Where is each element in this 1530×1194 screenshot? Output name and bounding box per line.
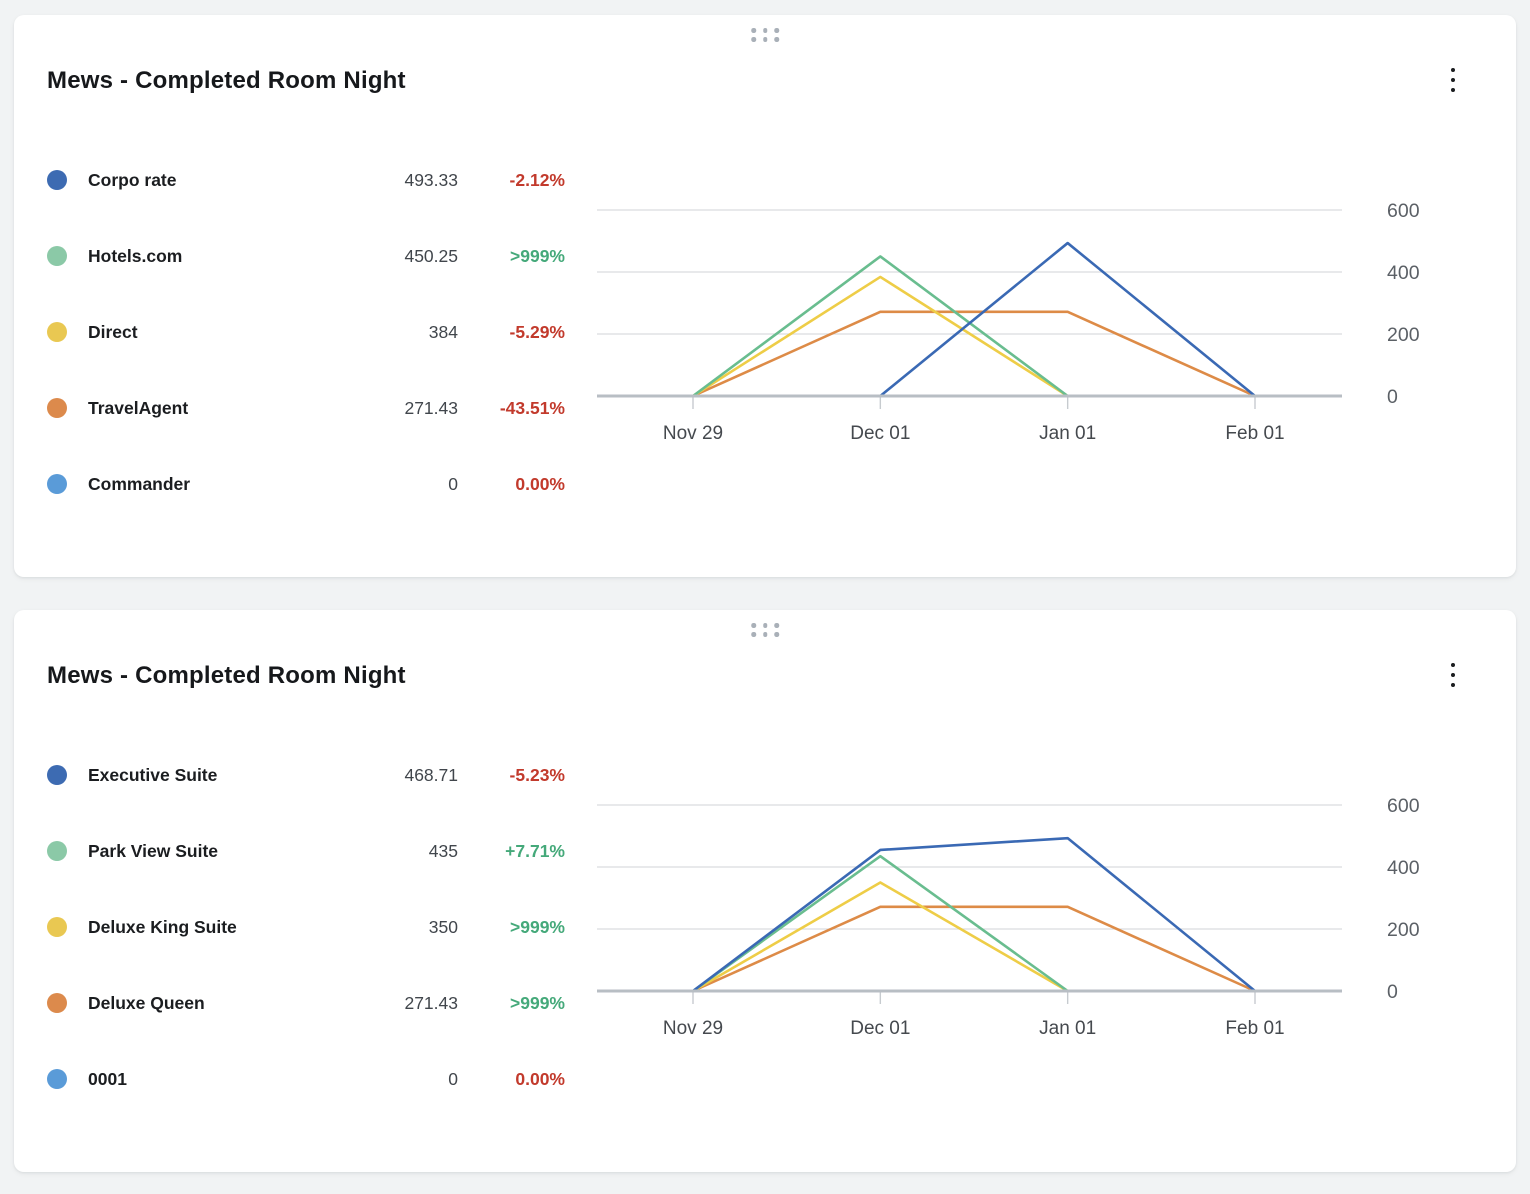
svg-text:400: 400 (1387, 857, 1420, 879)
series-color-dot (47, 841, 67, 861)
series-color-dot (47, 170, 67, 190)
legend-item-value: 0 (448, 1068, 458, 1089)
legend-item[interactable]: Corpo rate 493.33 -2.12% (47, 165, 565, 195)
legend-item-label: Corpo rate (88, 169, 177, 190)
svg-text:Feb 01: Feb 01 (1225, 423, 1284, 444)
card-title: Mews - Completed Room Night (47, 67, 406, 94)
legend-item-value: 271.43 (404, 397, 458, 418)
series-color-dot (47, 398, 67, 418)
svg-text:0: 0 (1387, 981, 1398, 1003)
legend-item-percent: >999% (510, 916, 565, 937)
legend-item-value: 468.71 (404, 764, 458, 785)
chart-card: Mews - Completed Room Night Executive Su… (14, 610, 1516, 1172)
kebab-icon (1450, 68, 1456, 73)
legend-item-label: Deluxe Queen (88, 992, 205, 1013)
legend-item[interactable]: Park View Suite 435 +7.71% (47, 836, 565, 866)
series-color-dot (47, 765, 67, 785)
legend: Executive Suite 468.71 -5.23% Park View … (47, 760, 565, 1094)
drag-handle-icon[interactable] (746, 618, 784, 642)
legend-item-value: 384 (428, 321, 458, 342)
legend-item-label: Direct (88, 321, 138, 342)
kebab-menu-button[interactable] (1437, 59, 1469, 101)
series-color-dot (47, 917, 67, 937)
legend-item-value: 0 (448, 473, 458, 494)
legend-item[interactable]: Hotels.com 450.25 >999% (47, 241, 565, 271)
svg-text:400: 400 (1387, 262, 1420, 284)
legend-item[interactable]: Executive Suite 468.71 -5.23% (47, 760, 565, 790)
chart-card: Mews - Completed Room Night Corpo rate 4… (14, 15, 1516, 577)
legend-item-label: TravelAgent (88, 397, 189, 418)
svg-text:Nov 29: Nov 29 (663, 423, 723, 444)
legend-item-percent: -5.23% (509, 764, 565, 785)
svg-text:200: 200 (1387, 919, 1420, 941)
kebab-menu-button[interactable] (1437, 654, 1469, 696)
svg-text:Nov 29: Nov 29 (663, 1018, 723, 1039)
legend-item-percent: 0.00% (515, 473, 565, 494)
svg-text:600: 600 (1387, 795, 1420, 817)
line-chart: Nov 29 Dec 01 Jan 01 Feb 01 0 200 400 600 (597, 795, 1420, 1039)
series-color-dot (47, 322, 67, 342)
series-color-dot (47, 246, 67, 266)
legend-item-percent: +7.71% (505, 840, 565, 861)
legend: Corpo rate 493.33 -2.12% Hotels.com 450.… (47, 165, 565, 499)
legend-item-percent: -2.12% (509, 169, 565, 190)
legend-item-value: 435 (428, 840, 458, 861)
svg-text:Jan 01: Jan 01 (1039, 1018, 1096, 1039)
series-color-dot (47, 474, 67, 494)
svg-text:Jan 01: Jan 01 (1039, 423, 1096, 444)
svg-text:200: 200 (1387, 324, 1420, 346)
legend-item-percent: 0.00% (515, 1068, 565, 1089)
legend-item-label: Deluxe King Suite (88, 916, 237, 937)
legend-item-percent: >999% (510, 992, 565, 1013)
svg-text:600: 600 (1387, 200, 1420, 222)
legend-item-label: Park View Suite (88, 840, 219, 861)
legend-item-label: Executive Suite (88, 764, 218, 785)
legend-item-label: Hotels.com (88, 245, 183, 266)
line-chart: Nov 29 Dec 01 Jan 01 Feb 01 0 200 400 600 (597, 200, 1420, 444)
legend-item[interactable]: Commander 0 0.00% (47, 469, 565, 499)
legend-item-value: 493.33 (404, 169, 458, 190)
card-title: Mews - Completed Room Night (47, 662, 406, 689)
legend-item[interactable]: 0001 0 0.00% (47, 1064, 565, 1094)
svg-text:Dec 01: Dec 01 (850, 423, 910, 444)
series-color-dot (47, 993, 67, 1013)
legend-item-label: 0001 (88, 1068, 127, 1089)
legend-item-percent: >999% (510, 245, 565, 266)
legend-item[interactable]: Deluxe King Suite 350 >999% (47, 912, 565, 942)
svg-text:0: 0 (1387, 386, 1398, 408)
svg-text:Feb 01: Feb 01 (1225, 1018, 1284, 1039)
legend-item-value: 271.43 (404, 992, 458, 1013)
drag-handle-icon[interactable] (746, 23, 784, 47)
series-color-dot (47, 1069, 67, 1089)
legend-item[interactable]: TravelAgent 271.43 -43.51% (47, 393, 565, 423)
svg-text:Dec 01: Dec 01 (850, 1018, 910, 1039)
legend-item[interactable]: Direct 384 -5.29% (47, 317, 565, 347)
legend-item-percent: -5.29% (509, 321, 565, 342)
legend-item-value: 450.25 (404, 245, 458, 266)
legend-item-label: Commander (88, 473, 191, 494)
kebab-icon (1450, 663, 1456, 668)
legend-item[interactable]: Deluxe Queen 271.43 >999% (47, 988, 565, 1018)
legend-item-percent: -43.51% (499, 397, 565, 418)
legend-item-value: 350 (428, 916, 458, 937)
